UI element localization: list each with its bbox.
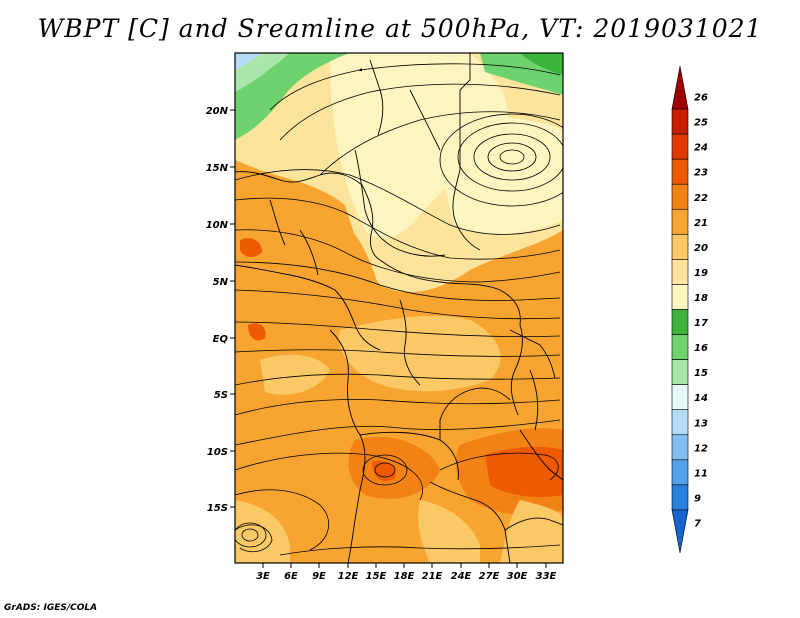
lon-label-15e: 15E	[366, 571, 387, 582]
map-frame	[234, 52, 564, 564]
colorbar-swatch	[671, 183, 689, 210]
colorbar-label: 9	[694, 493, 701, 504]
lon-label-6e: 6E	[284, 571, 298, 582]
colorbar-label: 21	[694, 218, 708, 229]
colorbar-label: 18	[694, 293, 708, 304]
colorbar-swatch	[671, 208, 689, 235]
lat-label-eq: EQ	[213, 334, 229, 345]
colorbar-swatch	[671, 284, 689, 310]
lat-label-15s: 15S	[207, 503, 228, 514]
colorbar-label: 20	[694, 243, 708, 254]
lat-label-15n: 15N	[206, 163, 229, 174]
colorbar-swatch	[671, 409, 689, 436]
lon-label-18e: 18E	[394, 571, 415, 582]
colorbar-swatch	[671, 133, 689, 160]
lat-label-5s: 5S	[214, 390, 228, 401]
lon-label-12e: 12E	[338, 571, 359, 582]
colorbar-label: 12	[694, 443, 708, 454]
colorbar-swatch	[671, 108, 689, 135]
latitude-axis: 20N 15N 10N 5N EQ 5S 10S 15S	[206, 106, 235, 514]
colorbar-swatch	[671, 259, 689, 285]
colorbar-swatch	[671, 384, 689, 411]
colorbar-label: 15	[694, 368, 708, 379]
wbpt-shading	[235, 53, 563, 563]
lon-label-24e: 24E	[451, 571, 472, 582]
lon-label-30e: 30E	[507, 571, 528, 582]
country-borders	[235, 53, 563, 563]
longitude-axis: 3E 6E 9E 12E 15E 18E 21E 24E 27E 30E 33E	[256, 563, 557, 582]
colorbar-label: 7	[694, 518, 701, 529]
chart-title: WBPT [C] and Sreamline at 500hPa, VT: 20…	[37, 14, 763, 43]
colorbar-swatch	[671, 434, 689, 461]
colorbar-label: 22	[694, 193, 708, 204]
colorbar-swatch	[671, 65, 689, 110]
lat-label-20n: 20N	[206, 106, 229, 117]
footer-credit: GrADS: IGES/COLA	[4, 603, 98, 613]
colorbar-label: 14	[694, 393, 708, 404]
colorbar-swatch	[671, 158, 689, 185]
streamlines	[235, 63, 563, 556]
colorbar: 26 25 24 23 22 21 20 19 18 17 16 15 14 13 12 11 9 7	[671, 65, 708, 554]
lat-label-10s: 10S	[207, 447, 228, 458]
colorbar-label: 26	[694, 93, 708, 104]
colorbar-label: 19	[694, 268, 708, 279]
colorbar-label: 11	[694, 468, 708, 479]
colorbar-swatch	[671, 334, 689, 360]
lat-label-5n: 5N	[213, 277, 229, 288]
lat-label-10n: 10N	[206, 220, 229, 231]
colorbar-label: 25	[694, 118, 708, 129]
lon-label-3e: 3E	[256, 571, 270, 582]
colorbar-label: 17	[694, 318, 708, 329]
lon-label-27e: 27E	[479, 571, 500, 582]
colorbar-swatch	[671, 309, 689, 335]
colorbar-swatch	[671, 459, 689, 486]
colorbar-swatch	[671, 359, 689, 385]
colorbar-label: 13	[694, 418, 708, 429]
lon-label-33e: 33E	[536, 571, 557, 582]
colorbar-swatch	[671, 509, 689, 554]
lon-label-9e: 9E	[312, 571, 326, 582]
lon-label-21e: 21E	[422, 571, 443, 582]
colorbar-label: 23	[694, 168, 708, 179]
colorbar-swatch	[671, 234, 689, 260]
colorbar-label: 24	[694, 143, 708, 154]
colorbar-label: 16	[694, 343, 708, 354]
colorbar-swatch	[671, 484, 689, 511]
